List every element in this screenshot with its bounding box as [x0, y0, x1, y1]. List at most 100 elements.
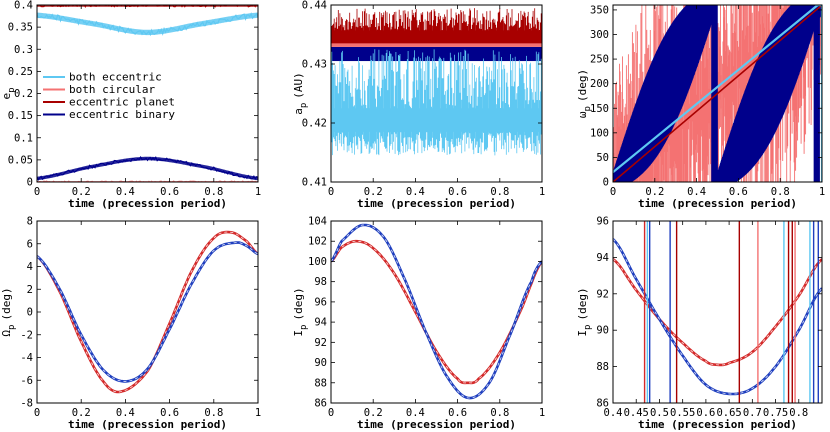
- y-axis-label-main: Ω: [0, 330, 13, 337]
- y-axis-label-sub: p: [583, 106, 593, 111]
- x-tick-label: 0.75: [763, 407, 788, 419]
- y-axis-label-main: e: [0, 93, 13, 100]
- series-eccentric-binary: [613, 5, 822, 182]
- y-axis-label-unit: (AU): [292, 72, 305, 99]
- x-tick-label: 0: [610, 186, 616, 198]
- y-tick-label: -6: [20, 375, 33, 387]
- series-eccentric-planet: [37, 230, 258, 394]
- x-tick-label: 0.45: [624, 407, 649, 419]
- y-tick-label: 0: [603, 177, 609, 189]
- x-tick-label: 0.2: [364, 186, 383, 198]
- y-tick-label: 92: [596, 288, 609, 300]
- x-axis-label: time (precession period): [68, 418, 227, 431]
- y-axis-label-sub: p: [583, 325, 593, 330]
- series-both-eccentric-line: [37, 12, 258, 37]
- y-tick-label: 90: [596, 325, 609, 337]
- y-tick-label: 0.2: [14, 88, 33, 100]
- x-axis-label: time (precession period): [357, 418, 516, 431]
- y-tick-label: 0.15: [8, 110, 33, 122]
- y-tick-label: 0.4: [14, 0, 33, 12]
- series-eccentric-binary: [37, 241, 258, 383]
- x-tick-label: 0.6: [696, 407, 715, 419]
- y-axis-label-unit: (deg): [0, 287, 13, 320]
- series-eccentric-planet-line-dash: [331, 240, 542, 384]
- legend-label-both-eccentric: both eccentric: [69, 71, 162, 84]
- x-tick-label: 0: [328, 407, 334, 419]
- x-tick-label: 0.8: [490, 186, 509, 198]
- y-tick-label: 100: [308, 256, 327, 268]
- y-tick-label: -2: [20, 329, 33, 341]
- y-axis-label: ωp (deg): [576, 69, 593, 118]
- x-tick-label: 1: [819, 186, 825, 198]
- x-tick-label: 0.6: [160, 186, 179, 198]
- y-tick-label: 0.43: [302, 59, 327, 71]
- x-tick-label: 0.55: [670, 407, 695, 419]
- x-axis-label: time (precession period): [638, 418, 797, 431]
- x-tick-label: 0.2: [645, 186, 664, 198]
- x-tick-label: 1: [255, 407, 261, 419]
- x-tick-label: 0.8: [204, 186, 223, 198]
- x-tick-label: 0.4: [687, 186, 706, 198]
- series-eccentric-binary-line-dash: [331, 224, 542, 399]
- y-tick-label: -8: [20, 398, 33, 410]
- plot-area: [37, 230, 258, 394]
- y-tick-label: 350: [590, 4, 609, 16]
- y-axis-label: Ωp (deg): [0, 287, 17, 336]
- series-eccentric-binary-line: [331, 223, 542, 400]
- x-tick-label: 0: [328, 186, 334, 198]
- y-axis-label-main: I: [576, 330, 589, 337]
- legend-label-eccentric-binary: eccentric binary: [69, 108, 175, 121]
- panel-4: 0 0.2 0.4 0.6 0.8 1 -8 -6 -4 -2 0 2 4 6 8 time (precess…: [0, 216, 261, 432]
- y-tick-label: 0.44: [302, 0, 327, 12]
- series-both-circular-line: [37, 180, 258, 182]
- series-eccentric-binary: [37, 155, 258, 181]
- y-tick-label: 90: [314, 357, 327, 369]
- panel-5: 0 0.2 0.4 0.6 0.8 1 86 88 90 92 94 96 98 100 102 104 tim…: [292, 216, 545, 432]
- x-tick-label: 0.4: [116, 186, 135, 198]
- y-axis-label-unit: (deg): [292, 287, 305, 320]
- axes-frame: [330, 4, 543, 183]
- y-axis-label-sub: p: [299, 325, 309, 330]
- x-tick-label: 1: [539, 186, 545, 198]
- y-tick-label: -4: [20, 352, 33, 364]
- series-both-eccentric-line: [613, 5, 822, 182]
- series-eccentric-planet-noise: [331, 8, 542, 45]
- x-axis-label: time (precession period): [638, 197, 797, 210]
- y-axis-label-main: a: [292, 108, 305, 115]
- y-tick-label: 86: [314, 398, 327, 410]
- y-axis-label-sub: p: [7, 87, 17, 92]
- y-axis-label-main: I: [292, 330, 305, 337]
- series-eccentric-planet-line-dash: [37, 231, 258, 393]
- y-tick-label: 200: [590, 78, 609, 90]
- series-eccentric-planet: [331, 239, 542, 385]
- series-eccentric-binary-wrap-band: [813, 5, 820, 182]
- series-eccentric-planet: [331, 8, 542, 45]
- y-tick-label: 104: [308, 216, 327, 228]
- series-eccentric-planet-line-dash: [613, 258, 822, 366]
- y-tick-label: 94: [596, 252, 609, 264]
- x-axis-label: time (precession period): [357, 197, 516, 210]
- x-tick-label: 0.65: [716, 407, 741, 419]
- y-tick-label: 88: [596, 361, 609, 373]
- y-tick-label: 98: [314, 276, 327, 288]
- x-tick-label: 0.2: [364, 407, 383, 419]
- plot-area: [331, 223, 542, 400]
- series-eccentric-planet: [613, 5, 822, 182]
- y-axis-label-unit: (deg): [576, 69, 589, 102]
- x-tick-label: 0.6: [160, 407, 179, 419]
- x-tick-label: 0.8: [490, 407, 509, 419]
- x-tick-label: 0.4: [116, 407, 135, 419]
- y-tick-label: 102: [308, 236, 327, 248]
- x-tick-label: 0.5: [650, 407, 669, 419]
- plot-area: [331, 8, 542, 156]
- y-tick-label: 0.05: [8, 154, 33, 166]
- x-tick-label: 0.2: [72, 407, 91, 419]
- axes-frame: [612, 220, 823, 404]
- axes-frame: [612, 4, 823, 183]
- series-both-eccentric-band: [37, 12, 258, 36]
- y-tick-label: 92: [314, 337, 327, 349]
- panel-6: 0.4 0.45 0.5 0.55 0.6 0.65 0.7 0.75 0.8 86 88 90 92 9…: [576, 216, 823, 431]
- y-tick-label: 4: [27, 261, 33, 273]
- y-tick-label: 94: [314, 317, 327, 329]
